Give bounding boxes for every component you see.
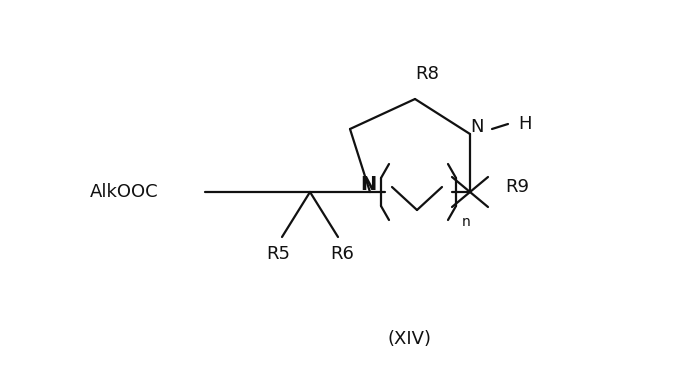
Text: R9: R9 [505, 178, 529, 196]
Text: R5: R5 [266, 245, 290, 263]
Text: AlkOOC: AlkOOC [90, 183, 158, 201]
Text: N: N [360, 174, 376, 194]
Text: (XIV): (XIV) [388, 330, 432, 348]
Text: N: N [470, 118, 484, 136]
Text: n: n [462, 215, 470, 229]
Text: R8: R8 [415, 65, 439, 83]
Text: R6: R6 [330, 245, 354, 263]
Text: H: H [518, 115, 532, 133]
